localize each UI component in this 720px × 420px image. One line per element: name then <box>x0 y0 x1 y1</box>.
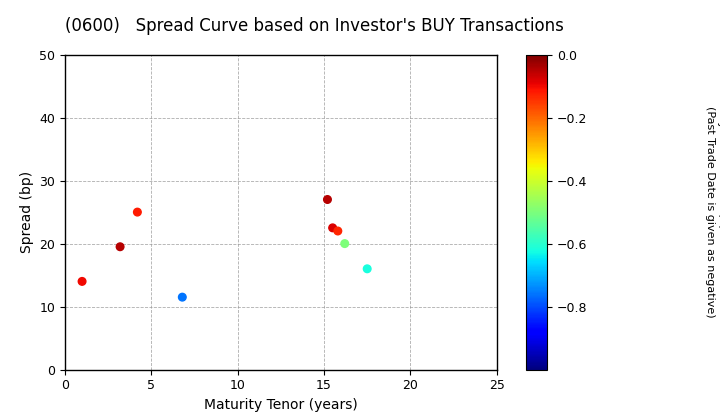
Point <box>114 243 126 250</box>
Point <box>176 294 188 301</box>
Point <box>332 228 343 234</box>
Point <box>361 265 373 272</box>
Point <box>339 240 351 247</box>
Point <box>327 224 338 231</box>
Point <box>132 209 143 215</box>
Text: (0600)   Spread Curve based on Investor's BUY Transactions: (0600) Spread Curve based on Investor's … <box>65 17 564 35</box>
Y-axis label: Spread (bp): Spread (bp) <box>19 171 34 253</box>
Point <box>76 278 88 285</box>
Y-axis label: Time in years between 5/2/2025 and Trade Date
(Past Trade Date is given as negat: Time in years between 5/2/2025 and Trade… <box>706 77 720 347</box>
X-axis label: Maturity Tenor (years): Maturity Tenor (years) <box>204 398 358 412</box>
Point <box>322 196 333 203</box>
